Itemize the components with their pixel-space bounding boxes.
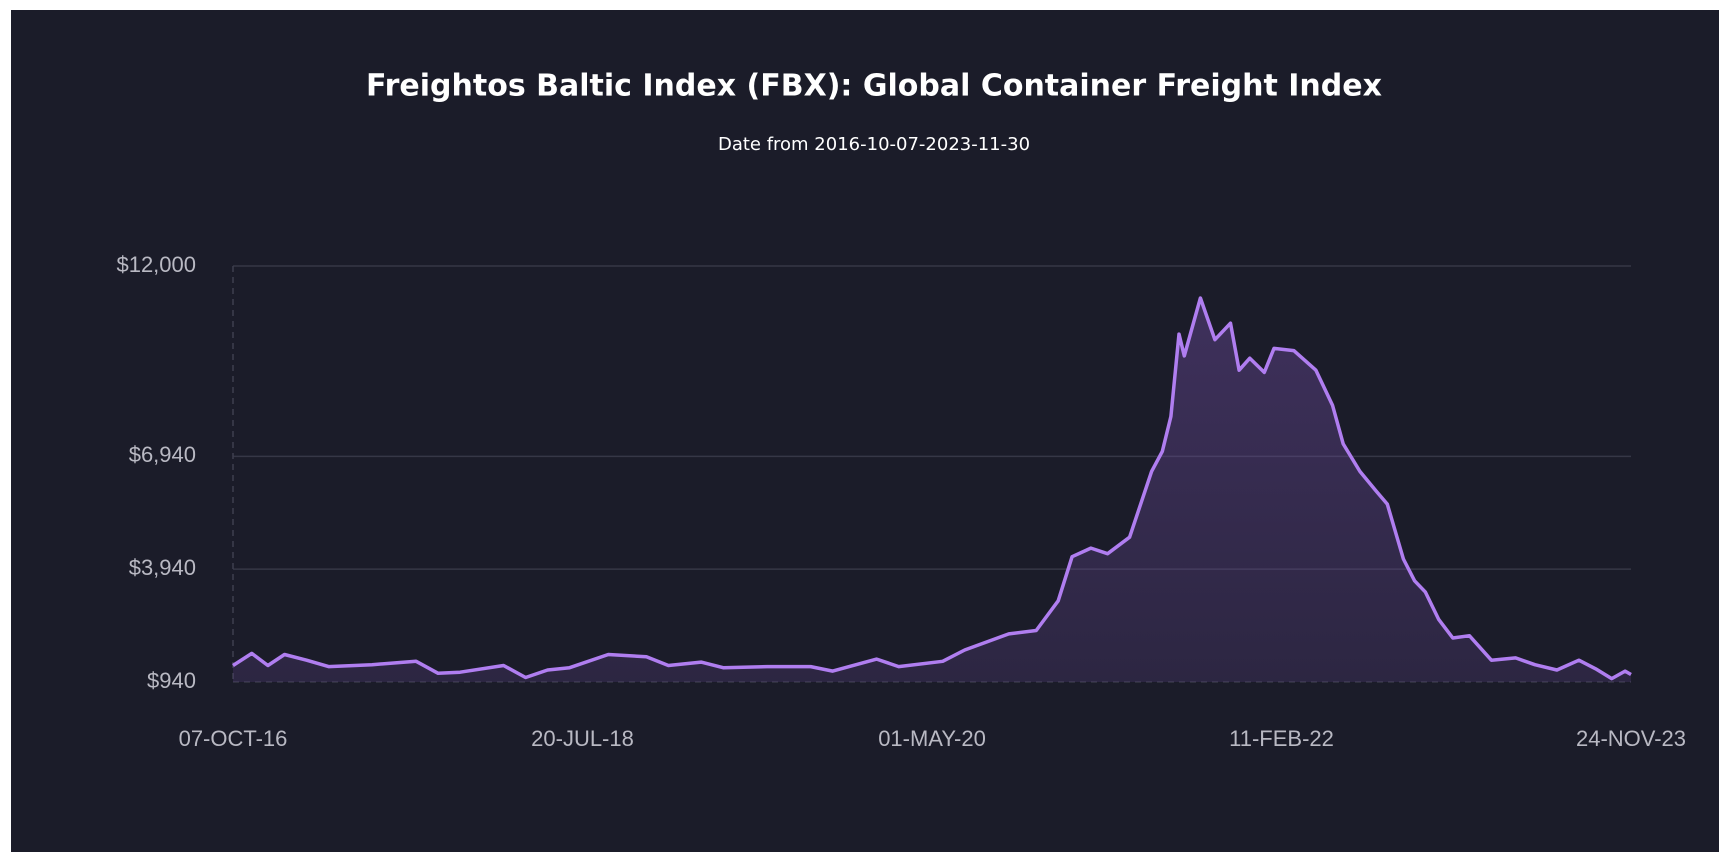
y-tick-label: $3,940 (129, 555, 196, 580)
x-tick-label: 24-NOV-23 (1576, 726, 1686, 751)
x-tick-label: 01-MAY-20 (878, 726, 986, 751)
y-tick-label: $12,000 (116, 252, 196, 277)
y-tick-label: $6,940 (129, 442, 196, 467)
chart-subtitle: Date from 2016-10-07-2023-11-30 (718, 134, 1030, 155)
y-tick-label: $940 (147, 668, 196, 693)
x-tick-label: 07-OCT-16 (179, 726, 288, 751)
x-tick-label: 20-JUL-18 (531, 726, 634, 751)
x-tick-label: 11-FEB-22 (1229, 726, 1334, 751)
background (11, 10, 1719, 852)
chart-title: Freightos Baltic Index (FBX): Global Con… (366, 69, 1382, 104)
area (233, 298, 1631, 682)
line (232, 296, 1632, 681)
